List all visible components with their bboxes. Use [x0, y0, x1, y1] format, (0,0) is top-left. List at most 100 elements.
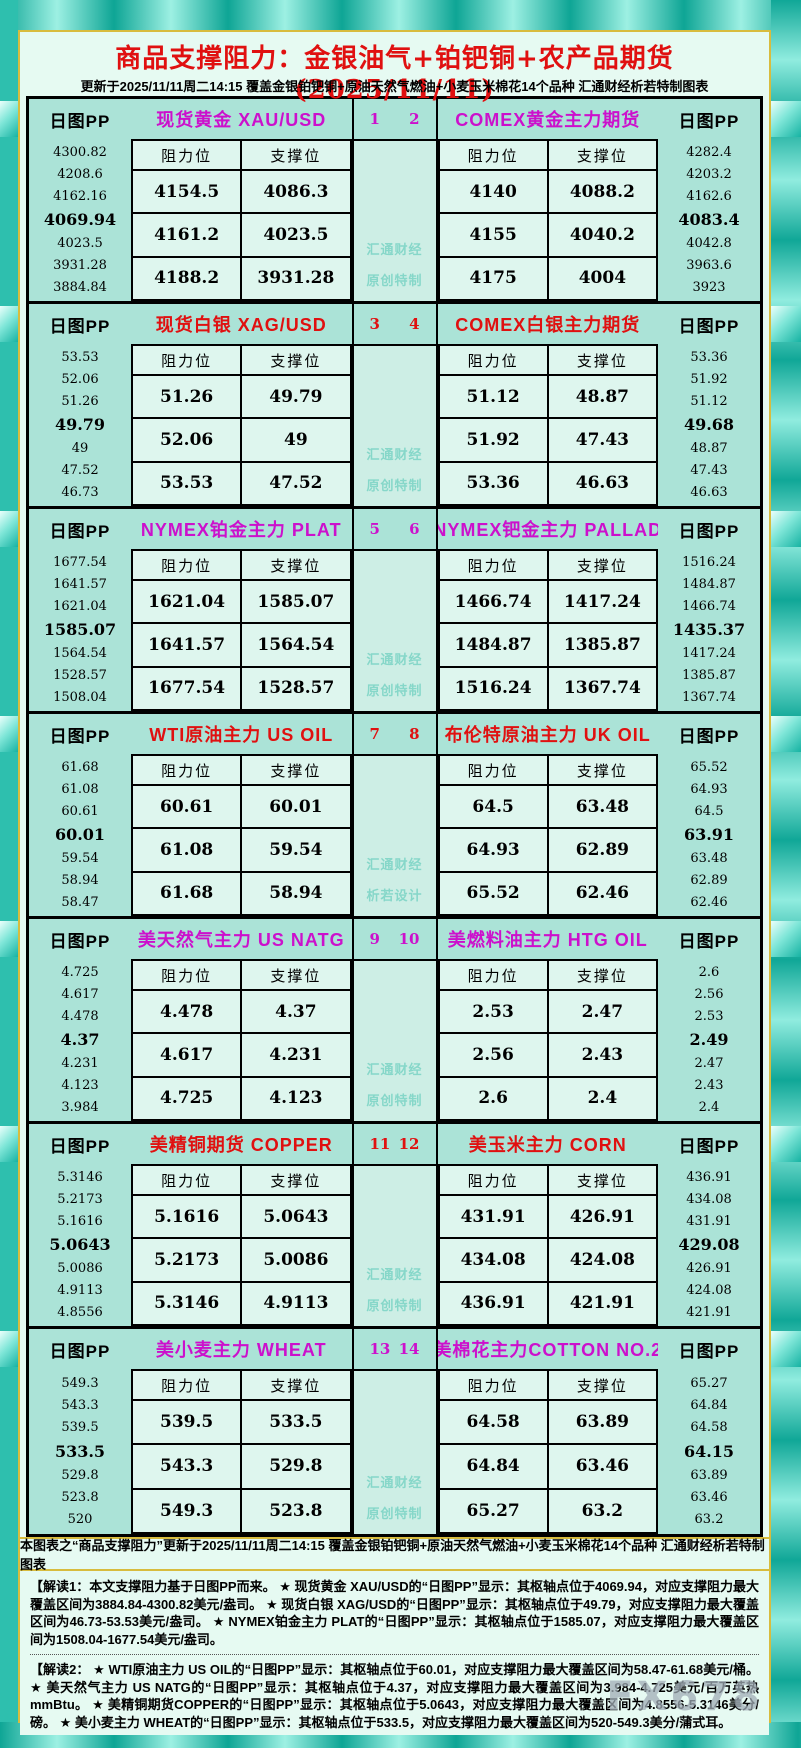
resistance-value: 4.725 — [130, 1075, 243, 1122]
section-index-cell: 9 10 — [351, 919, 438, 959]
index-number-right: 8 — [409, 725, 420, 743]
sr-table-right: 阻力位 支撑位 431.91 426.91 434.08 424.08 436.91 42… — [437, 1164, 659, 1327]
pp-header-left: 日图PP — [49, 316, 111, 336]
sr-row: 61.08 59.54 — [130, 827, 352, 873]
pp-header-right: 日图PP — [678, 1341, 740, 1361]
commodity-section: 日图PP NYMEX铂金主力 PLAT 5 6 NYMEX钯金主力 PALLAD… — [29, 509, 760, 714]
pivot-level-value: 1677.54 — [53, 555, 107, 571]
center-watermark-text: 原创特制 — [366, 478, 423, 493]
commodity-grid: 日图PP 现货黄金 XAU/USD 1 2 COMEX黄金主力期货 日图PP 4… — [26, 96, 763, 1537]
sr-table-left: 阻力位 支撑位 4.478 4.37 4.617 4.231 4.725 4.123 — [130, 959, 352, 1122]
center-watermark-cell: 汇通财经 析若设计 — [351, 754, 438, 916]
pivot-level-value: 49 — [71, 441, 89, 457]
resistance-value: 5.3146 — [130, 1280, 243, 1327]
support-value: 63.2 — [546, 1487, 659, 1535]
resistance-header: 阻力位 — [130, 959, 243, 991]
support-header: 支撑位 — [546, 1164, 659, 1196]
instrument-title-left: 美天然气主力 US NATG — [137, 930, 345, 950]
pivot-level-value: 2.4 — [698, 1099, 720, 1115]
pp-header-left: 日图PP — [49, 111, 111, 131]
pivot-level-value: 3923 — [692, 279, 726, 295]
pivot-level-value: 1385.87 — [682, 667, 736, 683]
sr-row: 5.3146 4.9113 — [130, 1280, 352, 1327]
section-marker-left — [0, 716, 18, 752]
center-watermark-cell: 汇通财经 原创特制 — [351, 549, 438, 711]
pivot-level-value: 4023.5 — [57, 236, 103, 252]
resistance-value: 4161.2 — [130, 212, 243, 258]
support-header: 支撑位 — [546, 344, 659, 376]
pivot-level-value: 3963.6 — [686, 257, 732, 273]
support-value: 5.0643 — [240, 1193, 352, 1240]
resistance-header: 阻力位 — [130, 344, 243, 376]
pivot-levels-left: 1677.54 1641.57 1621.04 1585.07 1564.54 1528.… — [29, 549, 131, 711]
pivot-level-value: 47.43 — [690, 462, 728, 478]
resistance-value: 1621.04 — [130, 578, 243, 625]
index-number-left: 5 — [369, 520, 380, 538]
sr-row: 2.6 2.4 — [437, 1075, 659, 1122]
pivot-level-value: 1508.04 — [53, 689, 107, 705]
sr-row: 1516.24 1367.74 — [437, 665, 659, 712]
support-value: 47.43 — [546, 417, 659, 463]
resistance-header: 阻力位 — [130, 1369, 243, 1401]
pivot-level-value: 2.43 — [694, 1077, 724, 1093]
section-index-cell: 13 14 — [351, 1329, 438, 1369]
resistance-value: 52.06 — [130, 417, 243, 463]
resistance-header: 阻力位 — [437, 1164, 549, 1196]
section-index-cell: 7 8 — [351, 714, 438, 754]
support-header: 支撑位 — [240, 1164, 352, 1196]
sr-row: 51.92 47.43 — [437, 417, 659, 463]
pivot-levels-right: 65.52 64.93 64.5 63.91 63.48 62.89 62.46 — [658, 754, 760, 916]
resistance-value: 61.08 — [130, 827, 243, 873]
pivot-level-value: 4.478 — [61, 1008, 99, 1024]
sr-table-left: 阻力位 支撑位 51.26 49.79 52.06 49 53.53 47.52 — [130, 344, 352, 507]
pp-header-right: 日图PP — [678, 111, 740, 131]
pivot-levels-left: 5.3146 5.2173 5.1616 5.0643 5.0086 4.9113 4.85… — [29, 1164, 131, 1326]
pivot-levels-right: 436.91 434.08 431.91 429.08 426.91 424.08 421.… — [658, 1164, 760, 1326]
instrument-title-right: 美玉米主力 CORN — [468, 1135, 627, 1155]
pivot-level-value: 58.94 — [61, 872, 99, 888]
note-1: 【解读1：本文支撑阻力基于日图PP而来。 ★ 现货黄金 XAU/USD的“日图P… — [30, 1579, 759, 1647]
pivot-level-value: 520 — [67, 1512, 93, 1528]
index-number-left: 11 — [369, 1135, 391, 1153]
pivot-point-value: 63.91 — [683, 825, 735, 845]
pivot-level-value: 1367.74 — [682, 689, 736, 705]
center-watermark-text: 汇通财经 — [366, 1267, 423, 1282]
pp-header-left: 日图PP — [49, 1136, 111, 1156]
support-value: 4.231 — [240, 1032, 352, 1078]
support-header: 支撑位 — [240, 959, 352, 991]
pivot-level-value: 434.08 — [686, 1192, 732, 1208]
top-teal-band — [0, 0, 801, 30]
resistance-value: 61.68 — [130, 870, 243, 917]
sr-row: 64.84 63.46 — [437, 1443, 659, 1490]
pivot-levels-left: 549.3 543.3 539.5 533.5 529.8 523.8 520 — [29, 1369, 131, 1534]
pivot-level-value: 4.8556 — [57, 1304, 103, 1320]
pivot-level-value: 62.89 — [690, 872, 728, 888]
support-value: 62.89 — [546, 827, 659, 873]
resistance-value: 4.478 — [130, 988, 243, 1035]
sr-row: 51.26 49.79 — [130, 373, 352, 420]
right-teal-band — [771, 0, 801, 1748]
pivot-level-value: 64.5 — [694, 803, 724, 819]
sr-row: 1677.54 1528.57 — [130, 665, 352, 712]
sr-row: 64.5 63.48 — [437, 783, 659, 830]
resistance-value: 1466.74 — [437, 578, 549, 625]
resistance-value: 60.61 — [130, 783, 243, 830]
support-header: 支撑位 — [546, 754, 659, 786]
support-value: 523.8 — [240, 1487, 352, 1535]
resistance-value: 4155 — [437, 212, 549, 258]
resistance-value: 1516.24 — [437, 665, 549, 712]
sr-table-left: 阻力位 支撑位 60.61 60.01 61.08 59.54 61.68 58.94 — [130, 754, 352, 917]
pp-header-right: 日图PP — [678, 316, 740, 336]
footer-bar: 本图表之“商品支撑阻力”更新于2025/11/11周二14:15 覆盖金银铂钯铜… — [20, 1537, 769, 1572]
resistance-value: 1641.57 — [130, 622, 243, 668]
section-index-cell: 1 2 — [351, 99, 438, 139]
pivot-level-value: 60.61 — [61, 803, 99, 819]
sr-row: 5.1616 5.0643 — [130, 1193, 352, 1240]
pivot-level-value: 2.47 — [694, 1056, 724, 1072]
resistance-header: 阻力位 — [437, 1369, 549, 1401]
pivot-level-value: 1564.54 — [53, 646, 107, 662]
pivot-level-value: 62.46 — [690, 894, 728, 910]
support-value: 4004 — [546, 255, 659, 302]
support-value: 2.47 — [546, 988, 659, 1035]
resistance-value: 2.6 — [437, 1075, 549, 1122]
